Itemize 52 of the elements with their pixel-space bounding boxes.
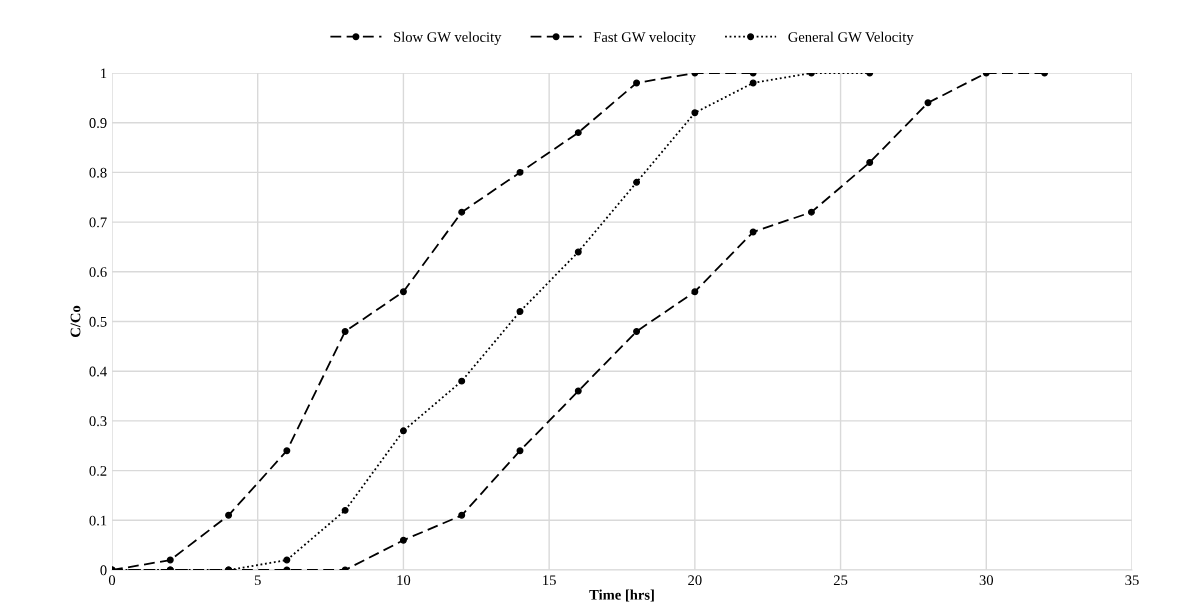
x-tick-label: 35 <box>1125 575 1139 586</box>
legend-label: General GW Velocity <box>788 31 914 45</box>
x-tick-label: 5 <box>254 575 261 586</box>
point <box>341 327 349 335</box>
y-tick-label: 1 <box>101 68 107 79</box>
y-tick-label: 0.7 <box>89 217 107 228</box>
x-tick-label: 30 <box>979 575 994 586</box>
point <box>399 536 407 544</box>
point <box>399 427 407 435</box>
y-tick-label: 0.1 <box>89 515 107 526</box>
point <box>633 327 641 335</box>
point <box>574 387 582 395</box>
x-tick-label: 20 <box>688 575 702 586</box>
point <box>283 447 291 455</box>
y-tick-label: 0.4 <box>89 366 107 377</box>
point <box>516 168 524 176</box>
x-tick-label: 0 <box>108 575 116 586</box>
point <box>458 208 466 216</box>
y-tick-label: 0.5 <box>89 316 107 327</box>
point <box>866 158 874 166</box>
point <box>924 99 932 107</box>
point <box>633 178 641 186</box>
point <box>633 79 641 87</box>
point <box>516 447 524 455</box>
point <box>749 228 757 236</box>
point <box>341 506 349 514</box>
y-tick-label: 0.3 <box>89 416 107 427</box>
x-tick-label: 10 <box>397 575 411 586</box>
x-tick-label: 25 <box>833 575 848 586</box>
point <box>283 556 291 564</box>
point <box>458 377 466 385</box>
point <box>691 288 699 296</box>
point <box>691 109 699 117</box>
point <box>516 308 524 316</box>
x-tick-label: 15 <box>543 575 556 586</box>
point <box>399 288 407 296</box>
y-tick-label: 0 <box>100 565 107 576</box>
point <box>574 248 582 256</box>
legend-label: Slow GW velocity <box>394 31 502 45</box>
point <box>166 556 174 564</box>
y-axis-title: C/Co <box>70 305 81 337</box>
y-tick-label: 0.2 <box>89 465 107 476</box>
point <box>225 511 233 519</box>
y-tick-label: 0.9 <box>89 118 107 128</box>
point <box>749 79 757 87</box>
y-tick-label: 0.8 <box>89 167 107 178</box>
point <box>807 208 815 216</box>
point <box>458 511 466 519</box>
y-tick-label: 0.6 <box>89 267 107 278</box>
point <box>574 129 582 137</box>
x-axis-title: Time [hrs] <box>589 589 654 602</box>
legend-label: Fast GW velocity <box>593 31 696 45</box>
